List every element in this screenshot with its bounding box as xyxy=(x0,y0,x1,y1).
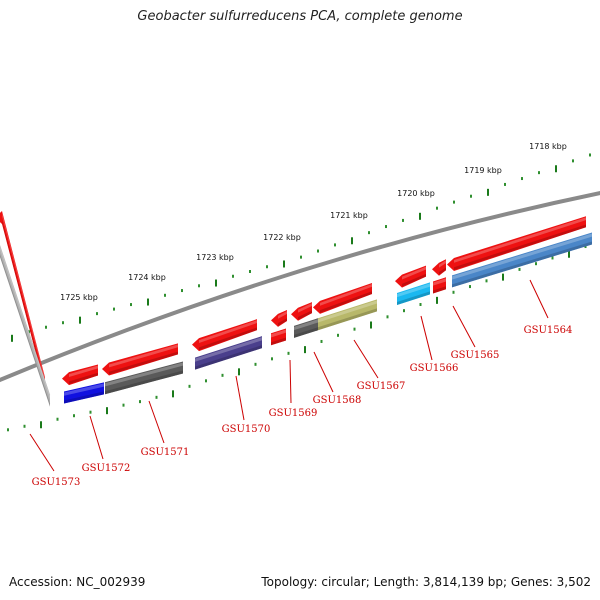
leader-gsu1570 xyxy=(235,375,245,421)
leader-gsu1566 xyxy=(420,315,433,361)
gene-class-gsu1568-shadow xyxy=(294,327,318,338)
gene-class-gsu1571-shadow xyxy=(105,370,183,395)
gene-class-gsu1571-highlight xyxy=(105,362,183,387)
genome-backbone xyxy=(0,191,600,383)
gene-class-gsu1567-shadow xyxy=(316,308,377,331)
gene-class-gsu1565-shadow xyxy=(433,286,446,294)
scale-label: 1723 kbp xyxy=(196,253,234,262)
scale-label: 1725 kbp xyxy=(60,293,98,302)
leader-gsu1572 xyxy=(89,415,104,460)
gene-arrow-gsu1570-highlight xyxy=(199,320,257,343)
gene-label-gsu1566: GSU1566 xyxy=(410,363,459,374)
gene-arrow-gsu1569-highlight xyxy=(278,310,287,319)
scale-label: 1721 kbp xyxy=(330,211,368,220)
gene-label-gsu1565: GSU1565 xyxy=(451,350,500,361)
leader-gsu1573 xyxy=(29,433,55,472)
gene-class-gsu1564-highlight xyxy=(452,233,592,280)
gene-class-gsu1565-highlight xyxy=(433,278,446,286)
gene-class-gsu1573 xyxy=(0,244,50,407)
gene-class-gsu1566-shadow xyxy=(397,291,430,305)
topology-summary: Topology: circular; Length: 3,814,139 bp… xyxy=(261,575,591,589)
gene-label-gsu1572: GSU1572 xyxy=(82,463,131,474)
gene-arrow-gsu1566-shadow xyxy=(402,273,426,287)
scale-labels: 1718 kbp 1719 kbp 1720 kbp 1721 kbp 1722 kbp… xyxy=(60,142,567,302)
gene-class-gsu1566-highlight xyxy=(397,283,430,298)
leader-gsu1567 xyxy=(353,339,379,379)
leader-gsu1568 xyxy=(313,351,334,393)
gene-class-gsu1573-shadow xyxy=(0,253,50,407)
gene-labels: GSU1564 GSU1565 GSU1566 GSU1567 GSU1568 GSU15… xyxy=(32,325,573,488)
scale-label: 1718 kbp xyxy=(529,142,567,151)
scale-label: 1720 kbp xyxy=(397,189,435,198)
gene-arrow-gsu1572-shadow xyxy=(69,372,98,385)
leader-gsu1571 xyxy=(148,400,165,444)
gene-class-gsu1570-highlight xyxy=(195,337,262,362)
gene-class-gsu1569-shadow xyxy=(271,337,286,346)
gene-arrow-gsu1568-highlight xyxy=(298,303,312,313)
gene-arrow-gsu1569-shadow xyxy=(278,318,287,326)
gene-class-gsu1573-highlight xyxy=(0,245,50,399)
gene-arrow-gsu1570-shadow xyxy=(199,327,257,351)
gene-arrow-gsu1573-shadow xyxy=(2,220,45,389)
gene-label-gsu1567: GSU1567 xyxy=(357,381,406,392)
leader-gsu1565 xyxy=(452,305,476,348)
leader-gsu1564 xyxy=(529,279,549,319)
gene-class-gsu1570-shadow xyxy=(195,345,262,370)
gene-arrow-gsu1573-highlight xyxy=(2,213,45,382)
gene-class-gsu1564-shadow xyxy=(452,241,592,288)
gene-label-gsu1573: GSU1573 xyxy=(32,477,81,488)
gene-label-gsu1564: GSU1564 xyxy=(524,325,573,336)
gene-label-gsu1570: GSU1570 xyxy=(222,424,271,435)
gene-arrow-gsu1565-highlight xyxy=(439,260,446,268)
scale-label: 1719 kbp xyxy=(464,166,502,175)
gene-arrow-gsu1567-shadow xyxy=(320,291,372,313)
gene-arrow-gsu1566-highlight xyxy=(402,266,426,280)
genome-title: Geobacter sulfurreducens PCA, complete g… xyxy=(137,9,463,24)
scale-label: 1724 kbp xyxy=(128,273,166,282)
gene-label-gsu1571: GSU1571 xyxy=(141,447,190,458)
gene-arrow-gsu1567-highlight xyxy=(320,283,372,306)
gene-class-gsu1572-highlight xyxy=(64,383,104,396)
label-leader-lines xyxy=(29,279,549,472)
gene-arrow-gsu1571-highlight xyxy=(109,344,178,368)
accession-text: Accession: NC_002939 xyxy=(9,575,146,589)
gene-class-gsu1572-shadow xyxy=(64,391,104,404)
gene-features xyxy=(0,211,592,407)
scale-label: 1722 kbp xyxy=(263,233,301,242)
gene-arrow-gsu1572-highlight xyxy=(69,365,98,377)
gene-label-gsu1569: GSU1569 xyxy=(269,408,318,419)
gene-arrow-gsu1571-shadow xyxy=(109,351,178,375)
outer-scale-ticks xyxy=(11,153,591,342)
gene-arrow-gsu1564-highlight xyxy=(454,217,586,263)
gene-class-gsu1567-highlight xyxy=(316,300,377,324)
gene-label-gsu1568: GSU1568 xyxy=(313,395,362,406)
gene-arrow-gsu1564-shadow xyxy=(454,224,586,270)
gene-class-gsu1568-highlight xyxy=(294,319,318,331)
gene-arrow-gsu1568-shadow xyxy=(298,310,312,320)
gene-class-gsu1569-highlight xyxy=(271,329,286,338)
gene-arrow-gsu1565-shadow xyxy=(439,267,446,275)
leader-gsu1569 xyxy=(289,359,292,404)
